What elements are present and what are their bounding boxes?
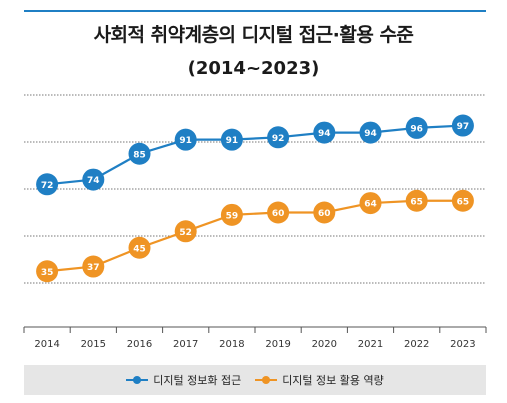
data-point <box>267 201 290 224</box>
legend: 디지털 정보화 접근 디지털 정보 활용 역량 <box>24 365 486 395</box>
data-label: 96 <box>410 124 423 134</box>
data-point <box>174 220 197 243</box>
x-tick-label: 2019 <box>265 339 290 350</box>
data-point <box>451 114 474 137</box>
data-label: 94 <box>318 129 331 139</box>
data-label: 64 <box>364 200 377 210</box>
data-point <box>82 168 105 191</box>
data-point <box>36 173 59 196</box>
data-label: 97 <box>457 122 470 132</box>
data-point <box>405 116 428 139</box>
legend-item-access: 디지털 정보화 접근 <box>126 372 241 388</box>
data-point <box>313 201 336 224</box>
data-point <box>36 260 59 283</box>
data-point <box>220 203 243 226</box>
x-tick-label: 2023 <box>450 339 475 350</box>
legend-label-access: 디지털 정보화 접근 <box>153 374 242 387</box>
data-label: 91 <box>226 136 239 146</box>
data-label: 60 <box>272 209 285 219</box>
top-rule <box>24 10 486 12</box>
chart-title: 사회적 취약계층의 디지털 접근·활용 수준 <box>93 24 414 46</box>
data-label: 59 <box>226 211 239 221</box>
x-tick-label: 2018 <box>219 339 244 350</box>
data-point <box>128 142 151 165</box>
data-label: 65 <box>410 197 423 207</box>
series-line-0 <box>46 124 463 186</box>
data-label: 52 <box>179 228 192 238</box>
data-label: 85 <box>133 150 146 160</box>
data-point <box>405 189 428 212</box>
x-tick-label: 2021 <box>358 339 383 350</box>
data-point <box>359 192 382 215</box>
data-label: 94 <box>364 129 377 139</box>
data-point <box>128 236 151 259</box>
data-label: 91 <box>179 136 192 146</box>
data-label: 65 <box>457 197 470 207</box>
data-label: 45 <box>133 244 146 254</box>
x-tick-label: 2015 <box>81 339 106 350</box>
legend-swatch-competency <box>255 376 278 384</box>
data-point <box>359 121 382 144</box>
x-tick-label: 2014 <box>34 339 59 350</box>
chart-subtitle: (2014~2023) <box>187 58 320 79</box>
data-point <box>451 189 474 212</box>
data-point <box>220 128 243 151</box>
data-label: 92 <box>272 134 285 144</box>
data-label: 35 <box>41 268 54 278</box>
legend-item-competency: 디지털 정보 활용 역량 <box>255 372 384 388</box>
x-tick-label: 2020 <box>312 339 337 350</box>
data-label: 60 <box>318 209 331 219</box>
data-label: 37 <box>87 263 100 273</box>
legend-label-competency: 디지털 정보 활용 역량 <box>282 374 384 387</box>
data-point <box>313 121 336 144</box>
x-tick-label: 2022 <box>404 339 429 350</box>
data-label: 74 <box>87 176 100 186</box>
x-tick-label: 2017 <box>173 339 198 350</box>
data-point <box>174 128 197 151</box>
data-point <box>267 126 290 149</box>
series-line-1 <box>46 199 463 273</box>
x-tick-label: 2016 <box>127 339 152 350</box>
legend-swatch-access <box>126 376 149 384</box>
data-point <box>82 255 105 278</box>
data-label: 72 <box>41 181 54 191</box>
